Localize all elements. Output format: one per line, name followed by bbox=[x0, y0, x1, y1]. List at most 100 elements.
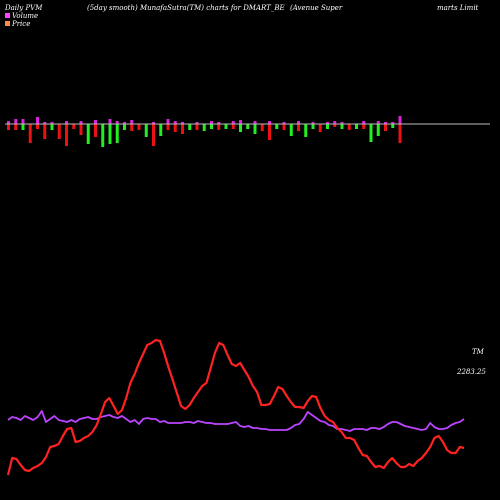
volume-bar-down bbox=[65, 124, 68, 146]
volume-bar-up bbox=[282, 122, 286, 124]
volume-bar-down bbox=[253, 124, 257, 134]
volume-bar-down bbox=[173, 124, 177, 132]
last-price-label: 2283.25 bbox=[456, 368, 486, 376]
volume-bar-down bbox=[94, 124, 97, 137]
chart-title: (5day smooth) MunafaSutra(TM) charts for… bbox=[87, 4, 285, 12]
volume-bar-down bbox=[72, 124, 76, 129]
volume-bar-up bbox=[173, 121, 177, 124]
volume-bar-down bbox=[181, 124, 184, 134]
volume-bar-up bbox=[14, 119, 18, 124]
volume-bar-down bbox=[347, 124, 351, 130]
volume-bar-down bbox=[115, 124, 119, 143]
volume-bar-up bbox=[7, 121, 10, 124]
volume-bar-down bbox=[297, 124, 300, 131]
legend-volume-label: Volume bbox=[12, 12, 39, 20]
volume-bar-up bbox=[130, 120, 134, 124]
volume-bar-down bbox=[398, 124, 402, 143]
volume-bar-down bbox=[376, 124, 380, 136]
volume-bar-up bbox=[268, 121, 271, 124]
volume-bar-down bbox=[123, 124, 126, 130]
volume-bar-down bbox=[282, 124, 286, 130]
legend-price: Price bbox=[5, 20, 30, 28]
volume-bar-up bbox=[115, 121, 119, 124]
volume-bar-up bbox=[123, 122, 126, 124]
volume-bar-down bbox=[108, 124, 112, 144]
volume-bar-down bbox=[369, 124, 373, 142]
volume-bar-down bbox=[7, 124, 10, 130]
volume-bar-up bbox=[340, 122, 344, 124]
volume-bar-down bbox=[391, 124, 395, 128]
legend-price-label: Price bbox=[12, 20, 31, 28]
volume-bar-up bbox=[362, 121, 366, 124]
volume-bar-down bbox=[289, 124, 293, 136]
volume-bar-down bbox=[326, 124, 329, 129]
volume-bar-up bbox=[217, 122, 221, 124]
volume-bar-down bbox=[217, 124, 221, 130]
volume-bar-up bbox=[311, 122, 315, 124]
volume-bar-down bbox=[202, 124, 206, 131]
volume-bar-down bbox=[340, 124, 344, 129]
volume-bar-down bbox=[57, 124, 61, 139]
volume-line bbox=[7, 410, 465, 432]
volume-bar-down bbox=[355, 124, 358, 129]
volume-bar-up bbox=[384, 122, 387, 124]
volume-bar-down bbox=[311, 124, 315, 129]
volume-bar-up bbox=[326, 122, 329, 124]
volume-bar-down bbox=[231, 124, 235, 129]
volume-bar-down bbox=[152, 124, 155, 146]
volume-bar-up bbox=[108, 119, 112, 124]
volume-bar-down bbox=[144, 124, 148, 137]
tm-label: TM bbox=[472, 348, 485, 356]
volume-bar-down bbox=[268, 124, 271, 140]
volume-bar-up bbox=[297, 121, 300, 124]
volume-bar-down bbox=[210, 124, 213, 129]
volume-bar-down bbox=[333, 124, 337, 127]
volume-bar-up bbox=[391, 122, 395, 124]
volume-bar-down bbox=[79, 124, 83, 135]
volume-bar-up bbox=[166, 119, 170, 124]
volume-bar-down bbox=[260, 124, 264, 131]
volume-bar-up bbox=[210, 121, 213, 124]
volume-bar-up bbox=[195, 122, 199, 124]
volume-bar-up bbox=[94, 120, 97, 124]
price-volume-lines bbox=[6, 338, 465, 476]
volume-bar-down bbox=[384, 124, 387, 131]
volume-bar-down bbox=[362, 124, 366, 129]
volume-bar-up bbox=[65, 121, 68, 124]
volume-bar-up bbox=[21, 119, 25, 124]
volume-bar-up bbox=[152, 122, 155, 124]
volume-bar-down bbox=[195, 124, 199, 130]
volume-bar-down bbox=[21, 124, 25, 130]
volume-bar-up bbox=[253, 121, 257, 124]
volume-bar-up bbox=[398, 116, 402, 124]
volume-bar-down bbox=[86, 124, 90, 144]
volume-bar-up bbox=[333, 121, 337, 124]
volume-bar-down bbox=[275, 124, 279, 129]
volume-bar-up bbox=[36, 117, 39, 124]
volume-bar-down bbox=[130, 124, 134, 131]
volume-bar-up bbox=[376, 121, 380, 124]
volume-bar-up bbox=[231, 121, 235, 124]
volume-bar-down bbox=[166, 124, 170, 130]
volume-bar-down bbox=[188, 124, 192, 130]
volume-bars bbox=[7, 116, 402, 147]
volume-bar-down bbox=[101, 124, 105, 147]
legend-volume: Volume bbox=[5, 12, 38, 20]
volume-bar-down bbox=[159, 124, 163, 136]
volume-bar-down bbox=[137, 124, 141, 130]
price-line bbox=[6, 338, 465, 476]
volume-bar-down bbox=[50, 124, 54, 130]
volume-bar-down bbox=[239, 124, 242, 132]
chart-type-label: Daily PVM bbox=[5, 4, 43, 12]
volume-bar-up bbox=[50, 122, 54, 124]
legend-price-swatch bbox=[5, 21, 10, 26]
legend-volume-swatch bbox=[5, 13, 10, 18]
volume-bar-down bbox=[14, 124, 18, 130]
volume-bar-down bbox=[318, 124, 322, 132]
volume-bar-down bbox=[304, 124, 308, 137]
company-name-part2: marts Limit bbox=[437, 4, 479, 12]
volume-bar-down bbox=[246, 124, 250, 129]
volume-bar-down bbox=[28, 124, 32, 143]
volume-bar-down bbox=[43, 124, 47, 139]
